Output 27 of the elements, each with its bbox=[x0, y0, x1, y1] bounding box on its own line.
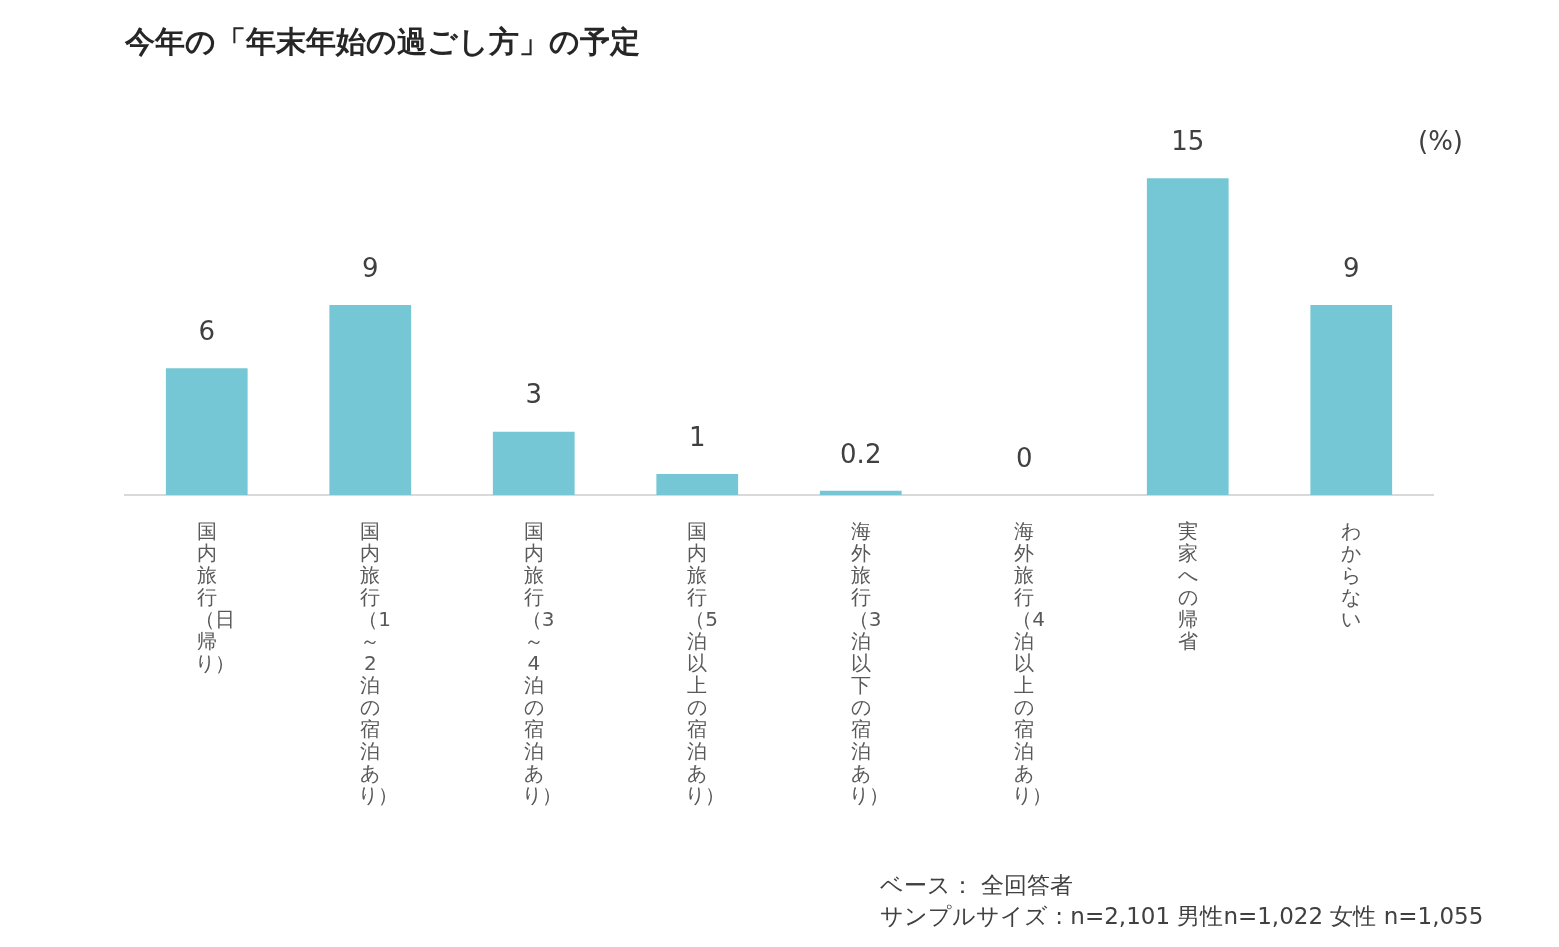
chart-title: 今年の「年末年始の過ごし方」の予定 bbox=[124, 23, 640, 59]
category-label: 国内旅行（5泊以上の宿泊あり） bbox=[685, 519, 726, 807]
bar bbox=[819, 490, 902, 495]
bar bbox=[656, 473, 739, 495]
category-label: 海外旅行（4泊以上の宿泊あり） bbox=[1012, 519, 1053, 807]
x-tick-label: わからない bbox=[1340, 519, 1363, 631]
category-label: 海外旅行（3泊以下の宿泊あり） bbox=[848, 519, 889, 807]
bar bbox=[165, 368, 248, 495]
data-label: 15 bbox=[1171, 125, 1205, 156]
bar bbox=[1310, 304, 1393, 495]
category-label: 国内旅行（1～2泊の宿泊あり） bbox=[358, 519, 399, 807]
text: ベース： 全回答者 bbox=[880, 871, 1075, 900]
data-label: 0 bbox=[1015, 442, 1033, 473]
y-axis-title: (%) bbox=[1418, 125, 1463, 156]
data-label: 0.2 bbox=[840, 438, 882, 469]
data-label: 1 bbox=[688, 421, 706, 452]
x-tick-label: 国内旅行（日帰り） bbox=[194, 519, 235, 675]
x-tick-label: 実家への帰省 bbox=[1176, 519, 1199, 653]
data-label: 6 bbox=[198, 316, 216, 346]
text: サンプルサイズ : n=2,101 男性n=1,022 女性 n=1,055 bbox=[880, 902, 1484, 931]
bar bbox=[1146, 178, 1229, 495]
data-label: 9 bbox=[1342, 252, 1360, 283]
bar bbox=[492, 431, 575, 495]
category-label: 国内旅行（3～4泊の宿泊あり） bbox=[521, 519, 562, 807]
data-label: 9 bbox=[361, 252, 379, 283]
data-label: 3 bbox=[525, 379, 543, 410]
bar bbox=[329, 304, 412, 495]
